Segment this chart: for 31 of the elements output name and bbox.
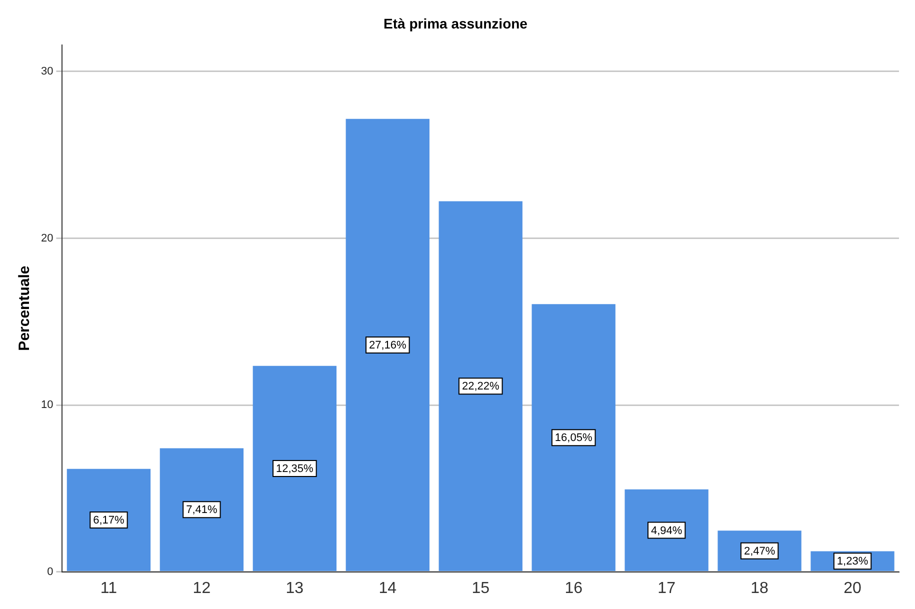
bar xyxy=(346,118,430,572)
chart-title: Età prima assunzione xyxy=(384,15,528,32)
y-axis-title: Percentuale xyxy=(16,266,34,351)
x-tick-label: 11 xyxy=(100,580,118,597)
y-tick-label: 10 xyxy=(40,399,54,412)
data-label: 16,05% xyxy=(554,432,592,444)
x-tick-label: 18 xyxy=(750,580,769,597)
data-label: 27,16% xyxy=(368,339,407,352)
x-tick-label: 12 xyxy=(192,580,211,597)
data-label: 22,22% xyxy=(462,380,500,393)
bar xyxy=(66,468,151,572)
y-tick-label: 20 xyxy=(40,232,54,244)
y-tick-label: 30 xyxy=(40,66,54,78)
bar xyxy=(160,448,244,572)
bar xyxy=(624,489,708,572)
bar xyxy=(532,304,616,572)
x-tick-label: 16 xyxy=(564,580,583,597)
data-label: 6,17% xyxy=(93,514,125,527)
data-label: 7,41% xyxy=(186,504,218,516)
data-label: 1,23% xyxy=(836,556,868,568)
x-tick-label: 14 xyxy=(378,580,397,597)
data-label: 2,47% xyxy=(744,545,776,558)
x-tick-label: 13 xyxy=(286,580,304,597)
data-label: 4,94% xyxy=(650,524,682,537)
data-label: 12,35% xyxy=(276,462,314,475)
x-tick-label: 17 xyxy=(658,580,676,597)
bar xyxy=(438,201,522,572)
bar xyxy=(252,366,337,572)
y-tick-label: 0 xyxy=(47,566,54,578)
x-tick-label: 20 xyxy=(844,580,862,597)
x-tick-label: 15 xyxy=(472,580,490,597)
